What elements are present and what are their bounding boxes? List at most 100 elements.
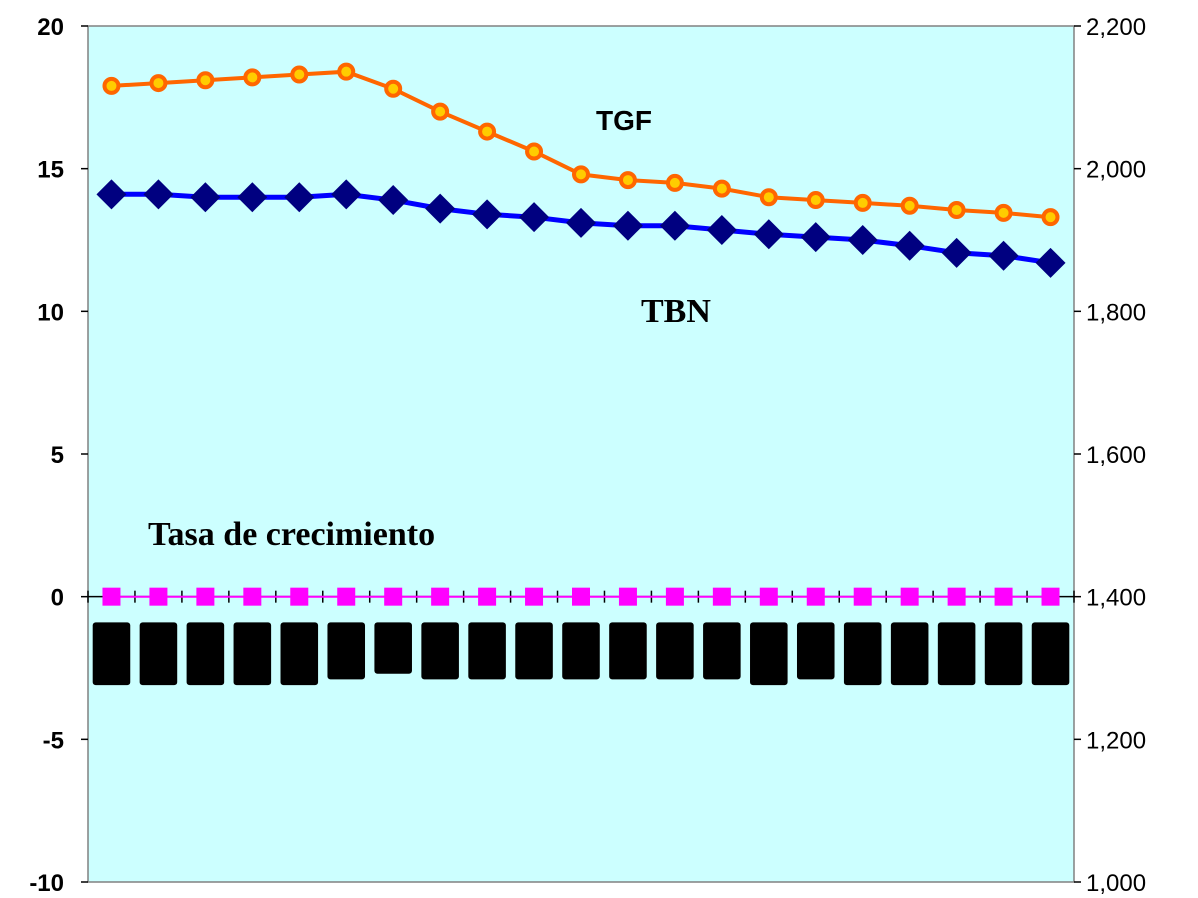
point-tgf	[431, 102, 450, 121]
point-tgf	[806, 191, 825, 210]
point-tbn	[96, 179, 127, 210]
point-tgf	[900, 196, 919, 215]
point-tbn	[237, 182, 268, 213]
point-tasa-de-crecimiento	[337, 587, 356, 606]
point-tgf	[478, 122, 497, 141]
bar-13	[656, 622, 694, 680]
point-tgf	[618, 171, 637, 190]
point-tbn	[1035, 247, 1066, 278]
point-tbn	[612, 210, 643, 241]
point-tbn	[284, 182, 315, 213]
left-tick-label: -5	[43, 727, 64, 754]
bar-1	[92, 622, 131, 686]
bar-20	[984, 622, 1023, 686]
point-tasa-de-crecimiento	[149, 587, 168, 606]
bar-17	[843, 622, 882, 686]
point-tgf	[243, 68, 262, 87]
point-tbn	[847, 225, 878, 255]
point-tasa-de-crecimiento	[102, 587, 121, 606]
bar-14	[703, 622, 741, 680]
point-tgf	[196, 71, 215, 90]
bar-8	[421, 622, 459, 680]
point-tasa-de-crecimiento	[290, 587, 309, 606]
line-series	[96, 62, 1066, 606]
point-tbn	[143, 179, 174, 210]
point-tgf	[759, 188, 778, 207]
point-tbn	[753, 219, 784, 250]
left-tick-label: -10	[29, 870, 64, 897]
right-tick-label: 1,000	[1086, 870, 1146, 897]
point-tasa-de-crecimiento	[712, 587, 731, 606]
point-tgf	[290, 65, 309, 84]
point-tasa-de-crecimiento	[947, 587, 966, 606]
left-tick-label: 5	[51, 442, 64, 469]
bar-3	[186, 622, 225, 686]
bar-9	[468, 622, 506, 680]
bar-15	[750, 622, 788, 686]
point-tgf	[947, 201, 966, 220]
point-tgf	[994, 203, 1013, 222]
point-tasa-de-crecimiento	[196, 587, 215, 606]
point-tasa-de-crecimiento	[994, 587, 1013, 606]
point-tbn	[706, 215, 737, 246]
right-tick-label: 2,200	[1086, 14, 1146, 41]
point-tbn	[988, 240, 1019, 271]
point-tasa-de-crecimiento	[618, 587, 637, 606]
point-tgf	[712, 179, 731, 198]
bar-series	[92, 622, 1070, 686]
point-tbn	[425, 193, 456, 224]
point-tgf	[102, 76, 121, 95]
point-tasa-de-crecimiento	[806, 587, 825, 606]
point-tasa-de-crecimiento	[243, 587, 262, 606]
point-tbn	[659, 210, 690, 241]
annotation-tasa: Tasa de crecimiento	[148, 516, 435, 553]
right-tick-label: 1,600	[1086, 442, 1146, 469]
left-tick-label: 10	[37, 299, 64, 326]
bar-2	[139, 622, 178, 686]
annotation-tgf: TGF	[596, 105, 652, 136]
left-tick-label: 20	[37, 14, 64, 41]
point-tasa-de-crecimiento	[900, 587, 919, 606]
bar-4	[233, 622, 272, 686]
right-tick-label: 1,200	[1086, 727, 1146, 754]
point-tasa-de-crecimiento	[1041, 587, 1060, 606]
point-tasa-de-crecimiento	[853, 587, 872, 606]
point-tasa-de-crecimiento	[665, 587, 684, 606]
point-tbn	[800, 222, 831, 253]
point-tbn	[566, 207, 596, 238]
bar-19	[937, 622, 976, 686]
bar-10	[515, 622, 553, 680]
point-tgf	[853, 193, 872, 212]
point-tasa-de-crecimiento	[572, 587, 590, 606]
bar-5	[280, 622, 319, 686]
right-tick-label: 1,800	[1086, 299, 1146, 326]
point-tasa-de-crecimiento	[525, 587, 544, 606]
point-tasa-de-crecimiento	[384, 587, 403, 606]
bar-6	[327, 622, 366, 680]
point-tgf	[665, 173, 684, 192]
point-tbn	[519, 202, 550, 233]
point-tgf	[384, 79, 403, 98]
point-tasa-de-crecimiento	[431, 587, 450, 606]
point-tgf	[525, 142, 544, 161]
point-tasa-de-crecimiento	[759, 587, 778, 606]
annotation-tbn: TBN	[641, 293, 711, 330]
right-axis: 2,200 2,000 1,800 1,600 1,400 1,200 1,000	[1074, 14, 1146, 897]
point-tbn	[190, 182, 221, 213]
point-tgf	[572, 165, 590, 184]
bar-11	[562, 622, 600, 680]
left-tick-label: 0	[51, 585, 64, 612]
right-tick-label: 2,000	[1086, 157, 1146, 184]
point-tbn	[894, 230, 925, 261]
point-tbn	[331, 179, 362, 210]
point-tbn	[378, 185, 409, 216]
bar-21	[1031, 622, 1070, 686]
left-tick-label: 15	[37, 157, 64, 184]
right-tick-label: 1,400	[1086, 585, 1146, 612]
bar-12	[609, 622, 647, 680]
left-axis: 20 15 10 5 0 -5 -10	[29, 14, 88, 897]
point-tgf	[149, 74, 168, 93]
bar-18	[890, 622, 929, 686]
bar-16	[796, 622, 835, 680]
